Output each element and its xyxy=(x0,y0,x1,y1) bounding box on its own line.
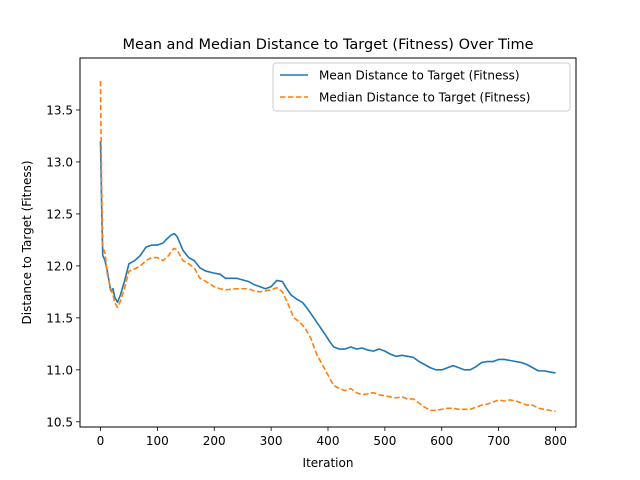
mean-series-line xyxy=(99,141,556,374)
x-tick-label: 600 xyxy=(430,434,453,448)
y-tick-label: 13.0 xyxy=(46,155,73,169)
x-axis-ticks: 0 100 200 300 400 500 600 700 800 xyxy=(97,427,567,448)
legend-box xyxy=(272,62,571,112)
chart-title: Mean and Median Distance to Target (Fitn… xyxy=(122,37,533,53)
x-tick-label: 300 xyxy=(260,434,283,448)
y-tick-label: 13.5 xyxy=(46,103,73,117)
legend-label-median: Median Distance to Target (Fitness) xyxy=(319,91,530,105)
x-axis-label: Iteration xyxy=(303,456,354,470)
median-series-line xyxy=(99,80,556,413)
legend-label-mean: Mean Distance to Target (Fitness) xyxy=(319,69,520,83)
y-axis-ticks: 10.5 11.0 11.5 12.0 12.5 13.0 13.5 xyxy=(46,103,80,429)
x-tick-label: 700 xyxy=(487,434,510,448)
y-tick-label: 11.0 xyxy=(46,363,73,377)
x-tick-label: 500 xyxy=(373,434,396,448)
y-tick-label: 10.5 xyxy=(46,415,73,429)
x-tick-label: 400 xyxy=(317,434,340,448)
y-tick-label: 12.0 xyxy=(46,259,73,273)
x-tick-label: 0 xyxy=(97,434,105,448)
x-tick-label: 800 xyxy=(544,434,567,448)
x-tick-label: 100 xyxy=(146,434,169,448)
series-layer xyxy=(99,80,556,413)
legend: Mean Distance to Target (Fitness) Median… xyxy=(272,62,571,112)
x-tick-label: 200 xyxy=(203,434,226,448)
y-tick-label: 12.5 xyxy=(46,207,73,221)
y-axis-label: Distance to Target (Fitness) xyxy=(20,160,34,324)
y-tick-label: 11.5 xyxy=(46,311,73,325)
